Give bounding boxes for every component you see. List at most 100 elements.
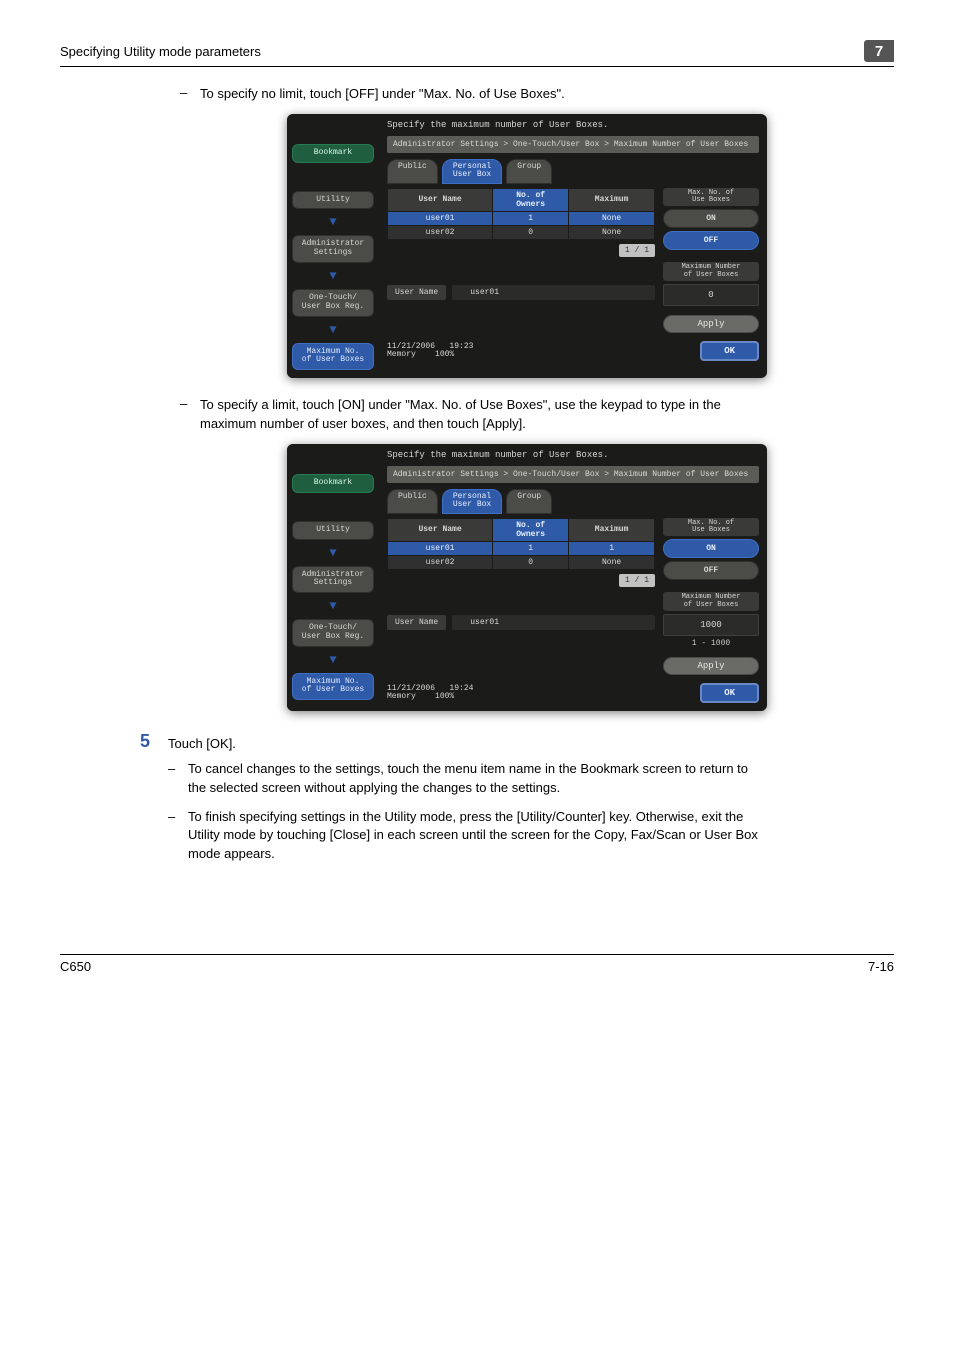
step5-bullet2-line2: Utility mode by touching [Close] in each… <box>188 827 758 842</box>
footer-model: C650 <box>60 959 91 974</box>
cell-user: user02 <box>388 555 493 569</box>
footer-page: 7-16 <box>868 959 894 974</box>
grp-label-useboxes: Max. No. of Use Boxes <box>663 518 759 537</box>
ok-button[interactable]: OK <box>700 341 759 361</box>
footer-memory-label: Memory <box>387 692 416 701</box>
tab-group[interactable]: Group <box>506 489 552 514</box>
sidebar-admin[interactable]: Administrator Settings <box>292 566 374 594</box>
table-row[interactable]: user02 0 None <box>388 555 655 569</box>
sidebar-utility[interactable]: Utility <box>292 521 374 540</box>
tab-personal[interactable]: Personal User Box <box>442 159 502 184</box>
username-value: user01 <box>452 285 655 300</box>
tab-group[interactable]: Group <box>506 159 552 184</box>
sidebar-maxno[interactable]: Maximum No. of User Boxes <box>292 343 374 371</box>
grp-label-maxnum: Maximum Number of User Boxes <box>663 592 759 611</box>
instruction-off-text: To specify no limit, touch [OFF] under "… <box>200 85 565 104</box>
doc-footer: C650 7-16 <box>60 954 894 974</box>
max-number-value[interactable]: 1000 <box>663 614 759 636</box>
instruction-on-line1: To specify a limit, touch [ON] under "Ma… <box>200 397 721 412</box>
sidebar-utility[interactable]: Utility <box>292 191 374 210</box>
sidebar-onetouch[interactable]: One-Touch/ User Box Reg. <box>292 619 374 647</box>
col-max: Maximum <box>569 518 655 541</box>
cell-max: None <box>569 211 655 225</box>
username-field: User Name user01 <box>387 615 655 630</box>
username-label: User Name <box>387 615 446 630</box>
header-title: Specifying Utility mode parameters <box>60 44 261 59</box>
instruction-on-line2: maximum number of user boxes, and then t… <box>200 416 526 431</box>
cell-owners: 0 <box>493 555 569 569</box>
chapter-chip: 7 <box>864 40 894 62</box>
footer-info: 11/21/2006 19:24 Memory 100% <box>387 685 473 702</box>
col-user: User Name <box>388 188 493 211</box>
table-row[interactable]: user01 1 1 <box>388 541 655 555</box>
tab-personal[interactable]: Personal User Box <box>442 489 502 514</box>
footer-memory: 100% <box>435 692 454 701</box>
on-button[interactable]: ON <box>663 539 759 558</box>
col-max: Maximum <box>569 188 655 211</box>
right-controls: Max. No. of Use Boxes ON OFF Maximum Num… <box>663 188 759 333</box>
apply-button[interactable]: Apply <box>663 315 759 333</box>
off-button[interactable]: OFF <box>663 231 759 250</box>
cell-user: user02 <box>388 225 493 239</box>
dash-icon: – <box>168 760 188 798</box>
sidebar: Bookmark Utility ▼ Administrator Setting… <box>287 114 379 378</box>
sidebar-maxno[interactable]: Maximum No. of User Boxes <box>292 673 374 701</box>
cell-max: 1 <box>569 541 655 555</box>
step-number: 5 <box>130 731 150 874</box>
sidebar-bookmark[interactable]: Bookmark <box>292 474 374 493</box>
dash-icon: – <box>168 808 188 865</box>
step5-bullet2-line3: mode appears. <box>188 846 275 861</box>
screenshot-panel-off: Bookmark Utility ▼ Administrator Setting… <box>287 114 767 378</box>
table-row[interactable]: user01 1 None <box>388 211 655 225</box>
chevron-down-icon: ▼ <box>327 324 339 336</box>
user-table: User Name No. of Owners Maximum user01 1… <box>387 518 655 570</box>
right-controls: Max. No. of Use Boxes ON OFF Maximum Num… <box>663 518 759 675</box>
screenshot-panel-on: Bookmark Utility ▼ Administrator Setting… <box>287 444 767 711</box>
footer-memory-label: Memory <box>387 350 416 359</box>
page-indicator: 1 / 1 <box>619 244 655 257</box>
sidebar-onetouch[interactable]: One-Touch/ User Box Reg. <box>292 289 374 317</box>
table-row[interactable]: user02 0 None <box>388 225 655 239</box>
apply-button[interactable]: Apply <box>663 657 759 675</box>
chevron-down-icon: ▼ <box>327 216 339 228</box>
username-label: User Name <box>387 285 446 300</box>
max-number-value: 0 <box>663 284 759 306</box>
off-button[interactable]: OFF <box>663 561 759 580</box>
col-owners: No. of Owners <box>493 518 569 541</box>
page-indicator: 1 / 1 <box>619 574 655 587</box>
col-user: User Name <box>388 518 493 541</box>
footer-info: 11/21/2006 19:23 Memory 100% <box>387 343 473 360</box>
cell-owners: 1 <box>493 211 569 225</box>
dash-icon: – <box>180 396 200 434</box>
user-table: User Name No. of Owners Maximum user01 1… <box>387 188 655 240</box>
footer-memory: 100% <box>435 350 454 359</box>
cell-user: user01 <box>388 541 493 555</box>
grp-label-maxnum: Maximum Number of User Boxes <box>663 262 759 281</box>
step5-bullet2-line1: To finish specifying settings in the Uti… <box>188 809 743 824</box>
cell-max: None <box>569 555 655 569</box>
sidebar: Bookmark Utility ▼ Administrator Setting… <box>287 444 379 711</box>
ok-button[interactable]: OK <box>700 683 759 703</box>
chevron-down-icon: ▼ <box>327 654 339 666</box>
sidebar-bookmark[interactable]: Bookmark <box>292 144 374 163</box>
sidebar-admin[interactable]: Administrator Settings <box>292 235 374 263</box>
panel-footer: 11/21/2006 19:23 Memory 100% OK <box>387 341 759 361</box>
cell-owners: 0 <box>493 225 569 239</box>
username-value: user01 <box>452 615 655 630</box>
dash-icon: – <box>180 85 200 104</box>
step-5-text: Touch [OK]. <box>168 735 758 754</box>
cell-owners: 1 <box>493 541 569 555</box>
breadcrumb: Administrator Settings > One-Touch/User … <box>387 136 759 153</box>
col-owners: No. of Owners <box>493 188 569 211</box>
tabs: Public Personal User Box Group <box>387 159 759 184</box>
on-button[interactable]: ON <box>663 209 759 228</box>
panel-title: Specify the maximum number of User Boxes… <box>387 450 759 460</box>
tab-public[interactable]: Public <box>387 489 438 514</box>
tabs: Public Personal User Box Group <box>387 489 759 514</box>
grp-label-useboxes: Max. No. of Use Boxes <box>663 188 759 207</box>
chevron-down-icon: ▼ <box>327 547 339 559</box>
cell-user: user01 <box>388 211 493 225</box>
panel-title: Specify the maximum number of User Boxes… <box>387 120 759 130</box>
step5-bullet1-line1: To cancel changes to the settings, touch… <box>188 761 748 776</box>
tab-public[interactable]: Public <box>387 159 438 184</box>
